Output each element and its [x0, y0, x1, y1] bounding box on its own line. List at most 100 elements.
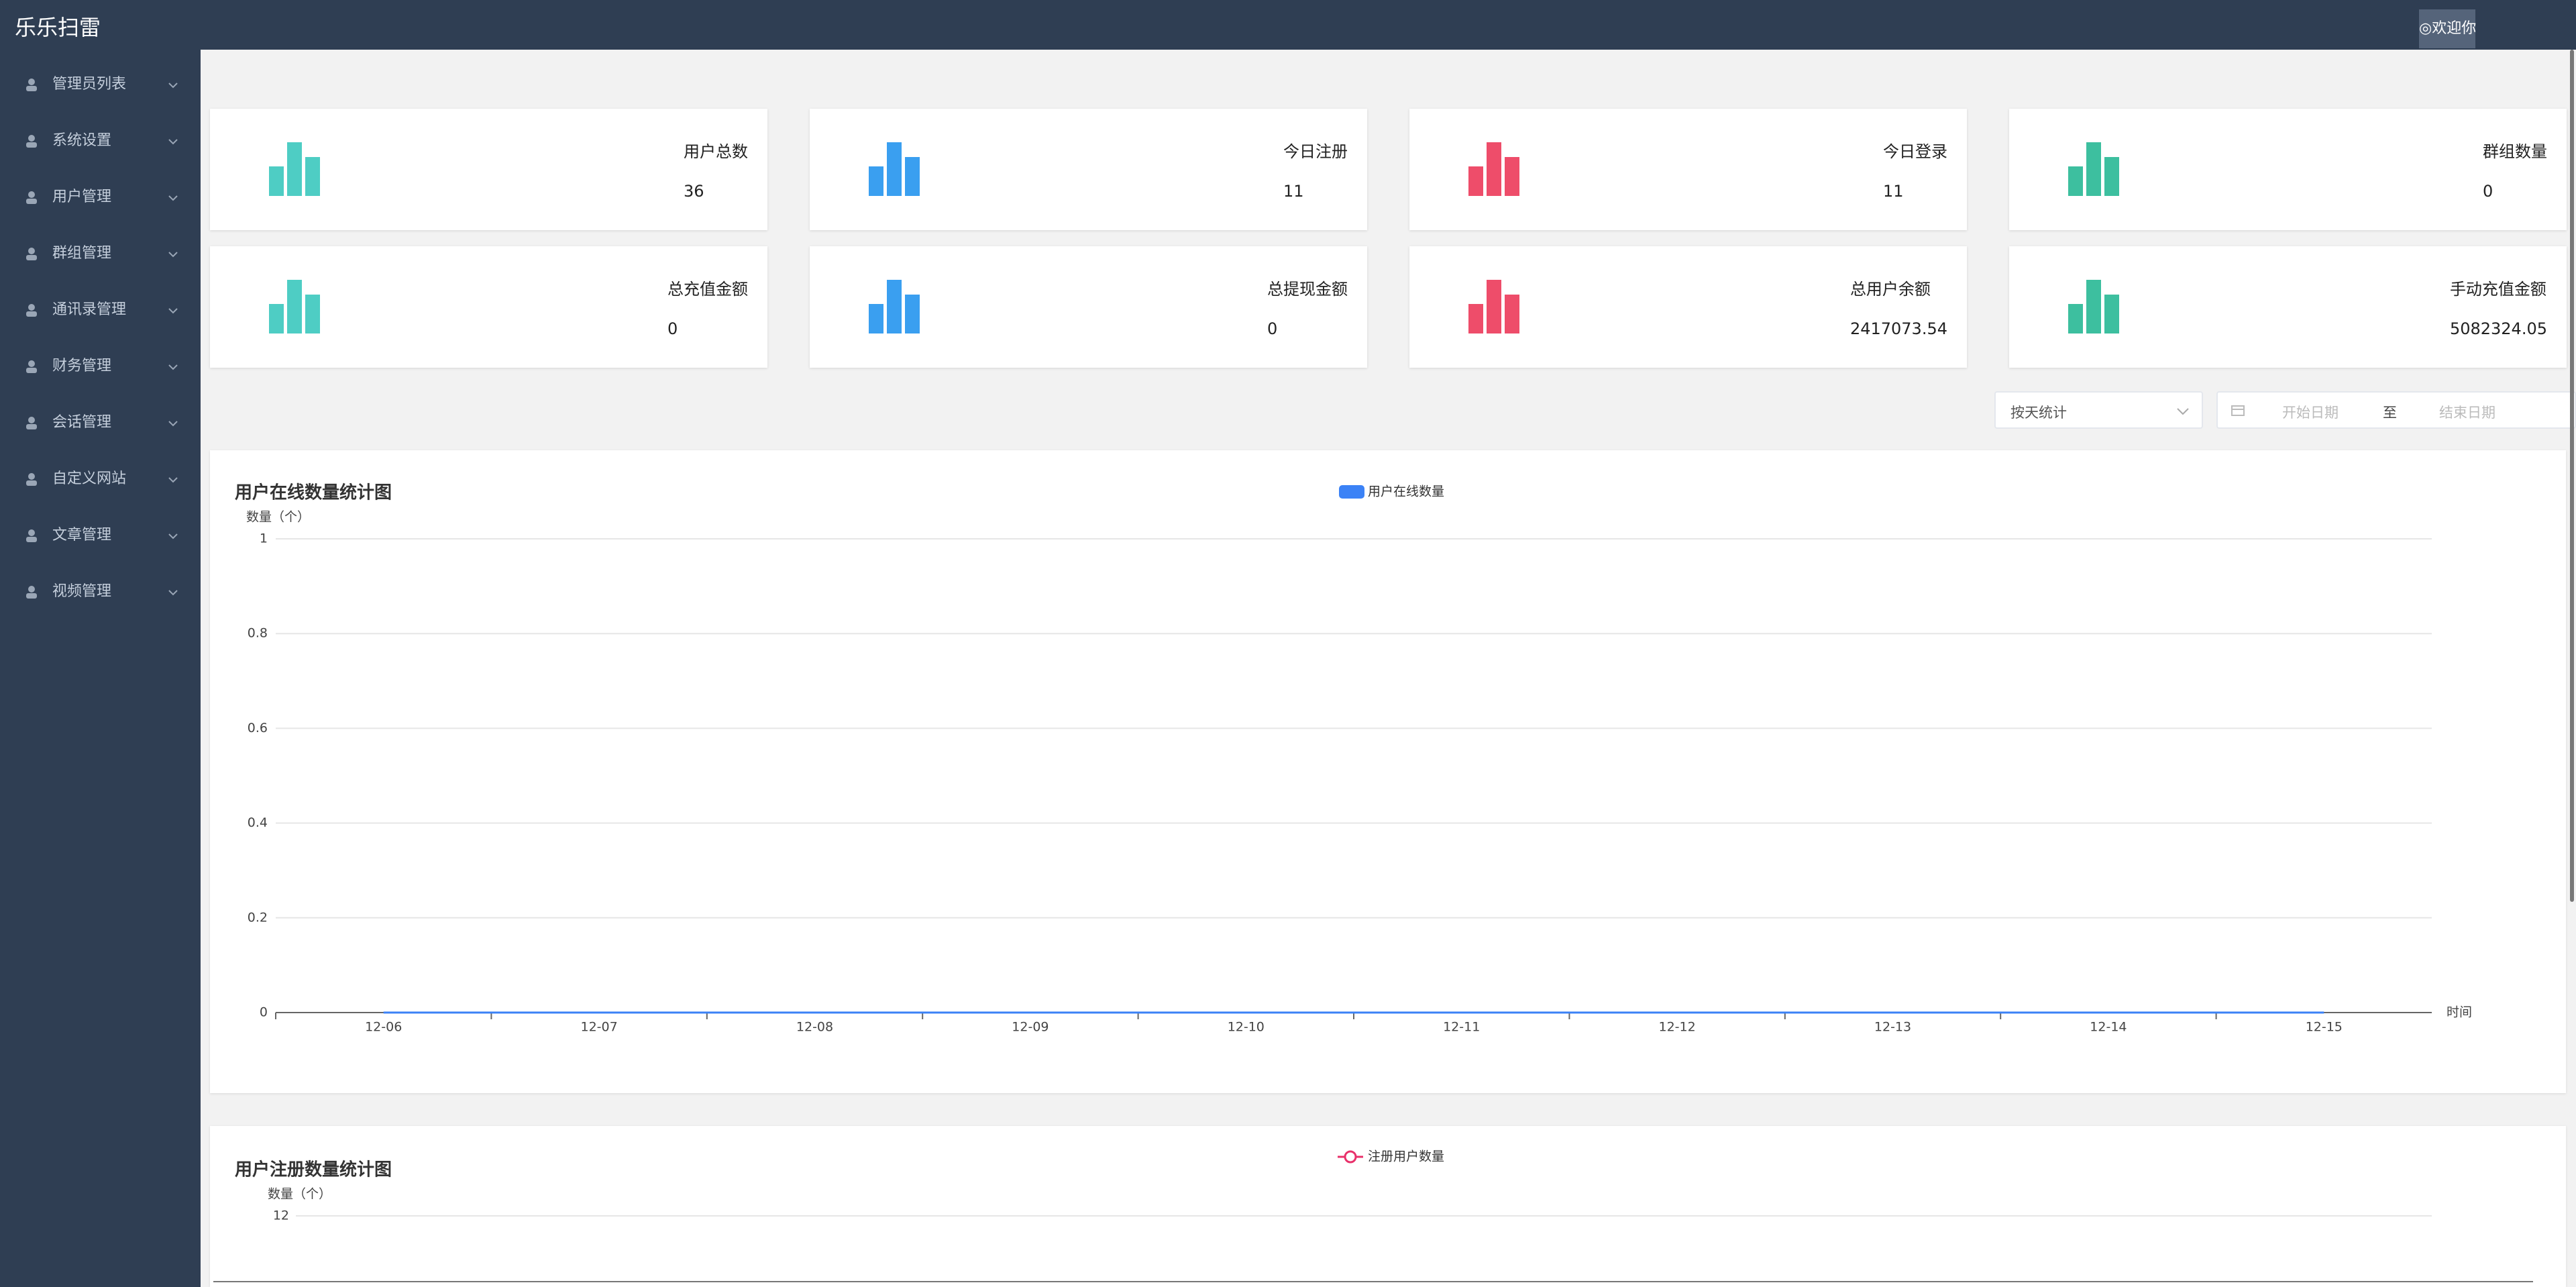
separator: 至: [2383, 405, 2397, 421]
date-range[interactable]: 开始日期 至 结束日期: [2216, 391, 2576, 429]
menu-icon: [26, 360, 37, 373]
menu-item[interactable]: 群组管理: [0, 225, 201, 282]
x-axis-label: 时间: [2447, 1005, 2472, 1020]
user-menu[interactable]: ◎欢迎你: [2419, 9, 2476, 48]
icon-shape: [26, 311, 37, 317]
x-tick-label: 12-15: [2306, 1020, 2343, 1035]
card-value: 11: [1283, 182, 1304, 201]
chevron: [168, 139, 178, 145]
x-tick-label: 12-09: [1012, 1020, 1049, 1035]
legend-label[interactable]: 用户在线数量: [1368, 484, 1444, 499]
icon-bar: [1487, 142, 1501, 196]
card-label: 今日注册: [1283, 142, 1348, 161]
logo: 乐乐扫雷: [15, 15, 101, 40]
menu-item[interactable]: 会话管理: [0, 395, 201, 451]
menu-label: 群组管理: [52, 245, 112, 262]
icon-shape: [28, 417, 35, 423]
icon-shape: [28, 360, 35, 367]
x-tick-label: 12-06: [365, 1020, 402, 1035]
menu-item[interactable]: 自定义网站: [0, 451, 201, 507]
icon-shape: [28, 304, 35, 311]
menu-item[interactable]: 系统设置: [0, 113, 201, 169]
mode-select[interactable]: 按天统计: [1994, 391, 2203, 429]
icon-shape: [26, 537, 37, 542]
card-icon: [2068, 280, 2119, 333]
mode-text: 按天统计: [2010, 405, 2067, 421]
menu-item[interactable]: 财务管理: [0, 338, 201, 395]
card-info: 总充值金额 0: [667, 276, 748, 338]
chevron: [168, 533, 178, 539]
icon-shape: [26, 142, 37, 148]
menu-item[interactable]: 文章管理: [0, 507, 201, 564]
stat-card: 今日登录 11: [1409, 109, 1967, 230]
chevron-shape: [168, 364, 178, 370]
header: 乐乐扫雷 ◎欢迎你: [0, 0, 2576, 50]
chevron-shape: [168, 308, 178, 314]
menu-item[interactable]: 用户管理: [0, 169, 201, 225]
main: 按天统计 开始日期 至 结束日期 用户在线数量统计图 用户在线数量 数量（个） 时间 0…: [201, 50, 2576, 1287]
menu-label: 财务管理: [52, 358, 112, 374]
card-value: 0: [667, 319, 678, 338]
menu-icon: [26, 79, 37, 91]
x-tick-label: 12-13: [1874, 1020, 1911, 1035]
chevron: [168, 308, 178, 314]
y-axis-label: 数量（个）: [246, 510, 310, 525]
icon-shape: [26, 255, 37, 260]
menu-icon: [26, 191, 37, 204]
icon-shape: [28, 79, 35, 85]
icon-bar: [1468, 166, 1483, 196]
menu-item[interactable]: 管理员列表: [0, 56, 201, 113]
x-tick-label: 12-12: [1658, 1020, 1695, 1035]
card-icon: [1468, 142, 1519, 196]
icon-bar: [1487, 280, 1501, 333]
icon-bar: [1468, 304, 1483, 333]
x-tick-label: 12-11: [1443, 1020, 1480, 1035]
card-value: 0: [1267, 319, 1278, 338]
stat-card: 手动充值金额 5082324.05: [2009, 246, 2567, 368]
chevron: [168, 83, 178, 89]
icon-shape: [28, 473, 35, 480]
icon-bar: [287, 142, 302, 196]
chevron: [168, 252, 178, 258]
card-info: 手动充值金额 5082324.05: [2450, 276, 2547, 338]
chart-title: 用户注册数量统计图: [235, 1160, 392, 1180]
icon-shape: [28, 586, 35, 593]
card-info: 今日登录 11: [1883, 138, 1947, 201]
scrollbar[interactable]: [2570, 50, 2574, 902]
y-tick-label: 0.8: [248, 626, 268, 641]
x-tick-label: 12-08: [796, 1020, 833, 1035]
card-label: 群组数量: [2483, 142, 2547, 161]
icon-shape: [28, 248, 35, 254]
legend-swatch: [1339, 485, 1364, 499]
end-date[interactable]: 结束日期: [2439, 405, 2496, 421]
calendar-icon: [2231, 405, 2245, 416]
chevron: [168, 195, 178, 201]
menu-icon: [26, 529, 37, 542]
icon-bar: [2068, 304, 2083, 333]
y-axis-label: 数量（个）: [268, 1187, 331, 1202]
icon-bar: [905, 157, 920, 196]
card-value: 0: [2483, 182, 2493, 201]
card-icon: [869, 142, 920, 196]
y-tick-label: 0.4: [248, 815, 268, 830]
x-tick-label: 12-10: [1228, 1020, 1265, 1035]
menu-item[interactable]: 通讯录管理: [0, 282, 201, 338]
legend-label[interactable]: 注册用户数量: [1368, 1149, 1444, 1164]
menu-item[interactable]: 视频管理: [0, 564, 201, 620]
icon-shape: [26, 199, 37, 204]
menu-icon: [26, 304, 37, 317]
chevron-shape: [168, 195, 178, 201]
icon-shape: [26, 368, 37, 373]
icon-bar: [2104, 295, 2119, 333]
icon-bar: [2086, 142, 2101, 196]
chevron: [168, 477, 178, 483]
icon-shape: [28, 191, 35, 198]
stat-card: 总提现金额 0: [810, 246, 1367, 368]
icon-bar: [269, 166, 284, 196]
icon-bar: [1505, 295, 1519, 333]
start-date[interactable]: 开始日期: [2282, 405, 2339, 421]
y-tick-label: 0.2: [248, 910, 268, 925]
stat-card: 今日注册 11: [810, 109, 1367, 230]
menu-label: 视频管理: [52, 583, 112, 600]
